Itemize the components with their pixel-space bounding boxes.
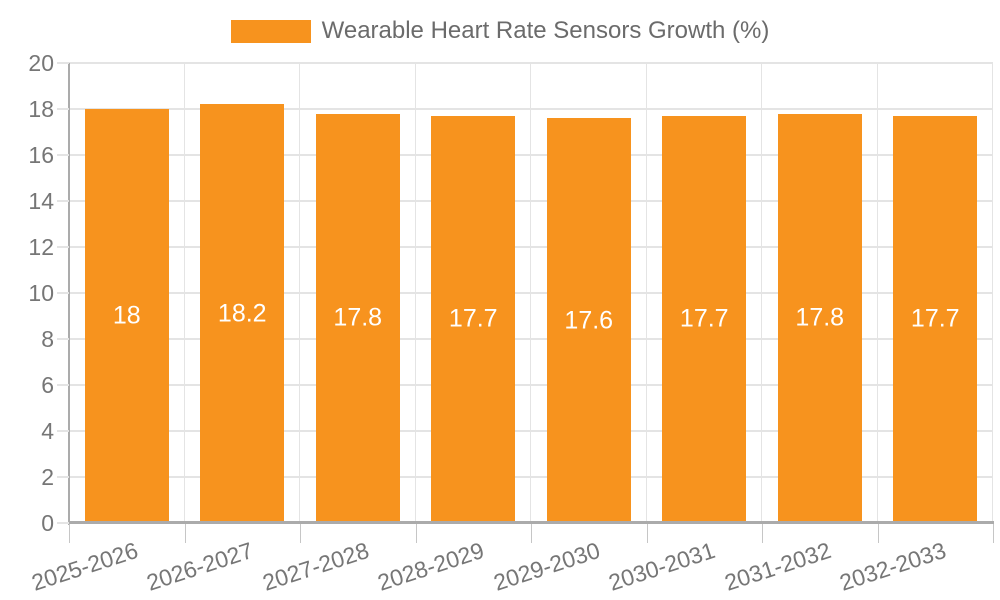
y-axis-label: 20 (28, 50, 54, 76)
y-axis-tick (57, 154, 69, 156)
x-axis-tick (69, 524, 70, 543)
x-axis-label: 2029-2030 (490, 537, 603, 596)
bar[interactable]: 17.7 (662, 115, 747, 523)
gridline-vertical (183, 63, 185, 523)
gridline-vertical (876, 63, 878, 523)
bar[interactable]: 17.7 (431, 115, 516, 523)
bar[interactable]: 18.2 (200, 104, 285, 523)
bar-value-label: 17.8 (795, 303, 845, 332)
gridline-vertical (645, 63, 647, 523)
gridline-horizontal (69, 108, 993, 110)
x-axis-tick (762, 524, 763, 543)
y-axis-label: 2 (41, 464, 54, 490)
gridline-vertical (992, 63, 993, 523)
y-axis-tick (57, 62, 69, 64)
y-axis-label: 14 (28, 188, 54, 214)
gridline-horizontal (69, 154, 993, 156)
legend-label: Wearable Heart Rate Sensors Growth (%) (321, 17, 770, 44)
bar-value-label: 18 (112, 301, 141, 330)
y-axis-label: 4 (41, 418, 54, 444)
bar-value-label: 17.7 (448, 304, 498, 333)
y-axis-label: 0 (41, 510, 54, 536)
gridline-horizontal (69, 292, 993, 294)
y-axis-tick (57, 246, 69, 248)
y-axis-tick (57, 476, 69, 478)
bar[interactable]: 17.8 (315, 113, 400, 523)
x-axis-tick (300, 524, 301, 543)
y-axis-line (68, 63, 70, 525)
gridline-horizontal (69, 430, 993, 432)
x-axis-label: 2031-2032 (721, 537, 834, 596)
bar[interactable]: 18 (84, 109, 169, 523)
y-axis-label: 16 (28, 142, 54, 168)
gridline-horizontal (69, 200, 993, 202)
bar[interactable]: 17.7 (893, 115, 978, 523)
gridline-horizontal (69, 384, 993, 386)
x-axis-label: 2030-2031 (605, 537, 719, 596)
legend-swatch-icon (230, 19, 311, 43)
y-axis-label: 12 (28, 234, 54, 260)
y-axis-label: 8 (41, 326, 54, 352)
x-axis-label: 2026-2027 (143, 537, 257, 596)
gridline-vertical (530, 63, 531, 523)
x-axis-tick (531, 524, 532, 543)
bar-value-label: 17.7 (679, 304, 729, 333)
plot-area: 18 18.2 17.8 17.7 17.6 17.7 17.8 17.7 (69, 62, 993, 523)
bar-value-label: 17.7 (910, 304, 960, 333)
y-axis-tick (57, 384, 69, 386)
bar-value-label: 18.2 (217, 299, 267, 328)
gridline-vertical (761, 63, 762, 523)
y-axis-label: 6 (41, 372, 54, 398)
gridline-horizontal (69, 246, 993, 248)
gridline-horizontal (69, 476, 993, 478)
y-axis-label: 10 (28, 280, 54, 306)
y-axis-tick (57, 338, 69, 340)
x-axis-label: 2025-2026 (28, 537, 141, 596)
y-axis-label: 18 (28, 96, 54, 122)
gridline-horizontal (69, 338, 993, 340)
y-axis-tick (57, 292, 69, 294)
x-axis-label: 2027-2028 (259, 537, 372, 596)
chart-legend[interactable]: Wearable Heart Rate Sensors Growth (%) (0, 17, 1000, 45)
x-axis-tick (415, 524, 417, 543)
x-axis-line (69, 521, 994, 524)
x-axis-label: 2028-2029 (374, 537, 488, 596)
x-axis-tick (184, 524, 186, 543)
x-axis-tick (993, 524, 994, 543)
x-axis-label: 2032-2033 (836, 537, 950, 596)
x-axis-tick (877, 524, 879, 543)
gridline-horizontal (69, 62, 993, 64)
y-axis-tick (57, 522, 69, 524)
bar[interactable]: 17.6 (546, 118, 631, 523)
y-axis-tick (57, 108, 69, 110)
x-axis-tick (646, 524, 648, 543)
gridline-vertical (299, 63, 300, 523)
y-axis-tick (57, 430, 69, 432)
bar[interactable]: 17.8 (777, 113, 862, 523)
gridline-vertical (414, 63, 416, 523)
y-axis-tick (57, 200, 69, 202)
bar-value-label: 17.6 (564, 306, 614, 335)
bar-value-label: 17.8 (333, 303, 383, 332)
